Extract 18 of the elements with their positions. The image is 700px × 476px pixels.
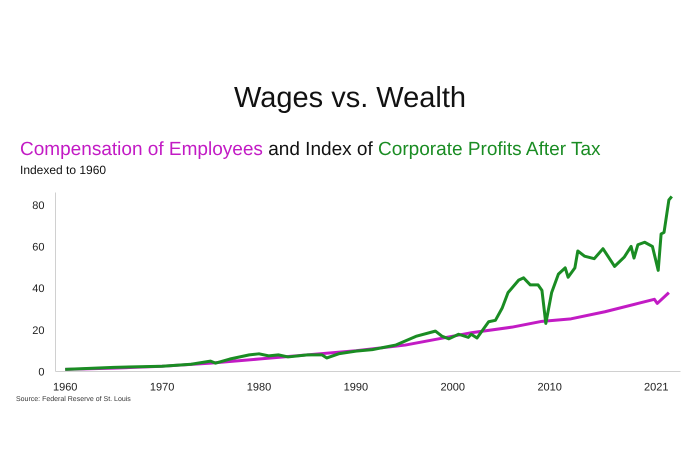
chart-title: Wages vs. Wealth [234,81,466,116]
x-tick-label: 2000 [440,382,466,394]
x-tick-label: 2021 [644,382,669,394]
y-tick-label: 80 [32,200,45,212]
line-series [64,194,674,371]
chart-subtitle: and Index of [268,138,373,162]
x-tick-label: 1980 [246,382,272,394]
y-tick-label: 40 [32,283,45,296]
text: Compensation of Employees [20,138,264,162]
y-tick-label: 60 [32,242,45,254]
y-tick-label: 20 [32,324,45,337]
x-tick-label: 1970 [150,382,174,394]
x-tick-label: 2010 [537,382,562,394]
x-tick-label: 1990 [344,382,368,394]
x-tick-label: 1960 [52,382,78,394]
y-tick-label: 0 [38,366,45,378]
y-axis-title: Indexed to 1960 [20,162,106,179]
text: Corporate Profits After Tax [377,138,601,162]
